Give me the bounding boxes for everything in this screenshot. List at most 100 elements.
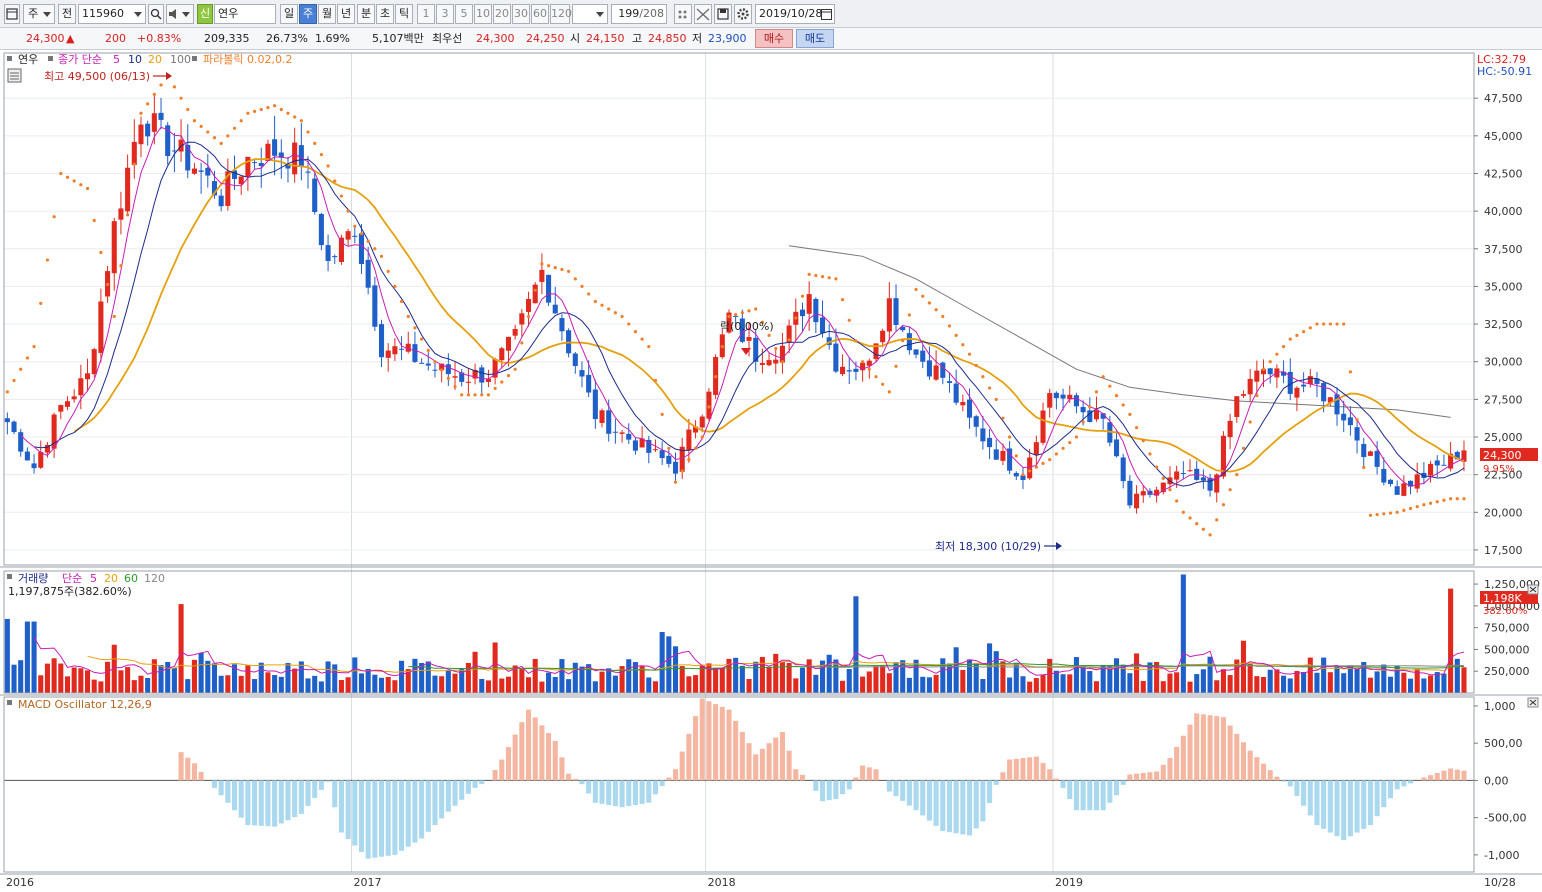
tab-period-month[interactable]: 월: [318, 4, 336, 24]
sar-dot: [1061, 446, 1065, 450]
candle-body: [1387, 479, 1394, 485]
sar-dot: [132, 162, 136, 166]
volume-bar: [1047, 658, 1053, 693]
volume-bar: [552, 677, 558, 693]
volume-bar: [900, 660, 906, 693]
candle-body: [519, 313, 525, 325]
macd-bar: [211, 780, 218, 788]
volume-bar: [632, 662, 638, 693]
macd-bar: [1287, 780, 1293, 787]
interval-3[interactable]: 3: [436, 4, 454, 24]
volume-bar: [378, 677, 385, 693]
macd-bar: [693, 716, 699, 781]
candle-body: [358, 233, 365, 264]
interval-5[interactable]: 5: [455, 4, 473, 24]
volume-bar: [813, 674, 819, 693]
sar-dot: [967, 352, 972, 356]
volume-pane-close-icon[interactable]: [1527, 584, 1539, 595]
interval-60[interactable]: 60: [531, 4, 549, 24]
interval-120[interactable]: 120: [550, 4, 572, 24]
sar-dot: [112, 314, 116, 319]
candle-body: [739, 318, 745, 342]
candle-body: [138, 124, 144, 145]
count-display[interactable]: 199/208: [611, 4, 667, 24]
macd-bar: [278, 780, 284, 824]
prev-button[interactable]: 전: [58, 4, 76, 24]
candle-body: [1301, 384, 1307, 387]
macd-bar: [1027, 757, 1033, 781]
sar-dot: [1088, 405, 1092, 409]
macd-bar: [365, 780, 371, 859]
sar-dot: [767, 333, 771, 337]
low-label: 저: [692, 32, 703, 45]
macd-bar: [425, 780, 431, 832]
calendar-icon[interactable]: [821, 8, 832, 20]
speaker-icon[interactable]: [166, 4, 194, 24]
tab-period-minute[interactable]: 분: [357, 4, 375, 24]
layout-icon[interactable]: [4, 4, 20, 24]
sar-dot: [861, 360, 865, 364]
sar-dot: [286, 111, 290, 115]
date-field[interactable]: 2019/10/28: [755, 4, 835, 24]
save-icon[interactable]: [714, 4, 732, 24]
x-axis-label: 2019: [1055, 876, 1083, 889]
volume-tick-label: 1,250,000: [1484, 578, 1540, 591]
tab-period-tick[interactable]: 틱: [395, 4, 413, 24]
macd-bar: [726, 709, 732, 781]
interval-10[interactable]: 10: [474, 4, 492, 24]
macd-bar: [305, 780, 311, 806]
interval-1[interactable]: 1: [417, 4, 435, 24]
volume-bar: [572, 662, 578, 693]
search-icon[interactable]: [148, 4, 164, 24]
volume-bar: [866, 671, 872, 693]
sar-dot: [1221, 503, 1226, 507]
volume-bar: [993, 651, 999, 693]
interval-custom-select[interactable]: [572, 4, 608, 24]
stock-name-field[interactable]: 연우: [214, 4, 276, 24]
tab-period-second[interactable]: 초: [376, 4, 394, 24]
candle-body: [913, 349, 919, 355]
tab-period-day[interactable]: 일: [280, 4, 298, 24]
candle-body: [125, 167, 131, 212]
macd-bar: [519, 722, 525, 781]
volume-bar: [519, 669, 525, 693]
macd-bar: [1174, 746, 1180, 781]
candle-body: [171, 150, 177, 152]
candle-body: [933, 365, 939, 380]
stock-code-input[interactable]: 115960: [78, 4, 146, 24]
macd-bar: [392, 780, 398, 855]
sar-dot: [413, 326, 417, 330]
volume-bar: [472, 651, 478, 693]
candle-body: [1167, 477, 1173, 485]
sar-dot: [1375, 512, 1379, 517]
sar-dot: [700, 435, 704, 439]
crosshair-icon[interactable]: [694, 4, 712, 24]
best-bid-value: 24,250: [526, 32, 565, 45]
buy-button[interactable]: 매수: [755, 29, 793, 48]
candle-body: [1047, 393, 1053, 408]
candle-body: [265, 143, 271, 162]
last-price-tag: [1480, 448, 1538, 461]
tab-period-year[interactable]: 년: [337, 4, 355, 24]
macd-pane-close-icon[interactable]: [1527, 697, 1539, 708]
gear-icon[interactable]: [734, 4, 752, 24]
volume-bar: [312, 675, 318, 693]
volume-bar: [819, 660, 826, 693]
sar-dot: [560, 267, 564, 272]
volume-bar: [739, 665, 745, 693]
sar-dot: [433, 360, 437, 364]
period-select[interactable]: 주: [23, 4, 55, 24]
macd-bar: [378, 780, 385, 857]
volume-bar: [672, 646, 679, 693]
tab-period-week[interactable]: 주: [299, 4, 317, 24]
sar-dot: [219, 141, 223, 145]
interval-30[interactable]: 30: [512, 4, 530, 24]
best-bid-label: 최우선: [432, 32, 463, 45]
macd-bar: [1107, 780, 1113, 803]
grid-icon[interactable]: [674, 4, 692, 24]
candle-body: [960, 401, 966, 406]
candle-body: [652, 449, 659, 451]
candle-body: [819, 317, 826, 334]
sell-button[interactable]: 매도: [796, 29, 834, 48]
interval-20[interactable]: 20: [493, 4, 511, 24]
